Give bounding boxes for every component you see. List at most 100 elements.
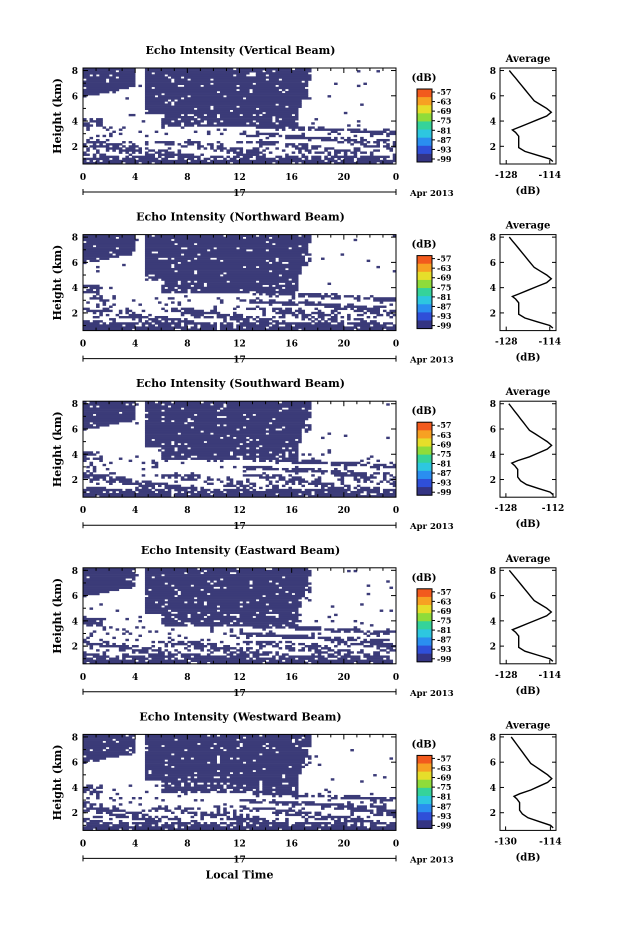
echo-cell (239, 84, 276, 88)
echo-cell (112, 824, 129, 827)
echo-cell (369, 465, 380, 469)
echo-cell (392, 234, 397, 237)
echo-cell (144, 597, 195, 600)
echo-cell (190, 819, 198, 823)
echo-cell (216, 297, 221, 300)
echo-cell (167, 74, 234, 77)
echo-cell (226, 272, 302, 275)
echo-cell (232, 311, 237, 315)
colorbar-segment (417, 621, 432, 630)
echo-cell (353, 141, 364, 144)
echo-cell (288, 782, 299, 785)
echo-cell (347, 803, 354, 806)
echo-cell (259, 459, 266, 463)
echo-cell (99, 313, 103, 317)
echo-cell (164, 486, 198, 490)
echo-cell (164, 132, 169, 136)
echo-cell (219, 459, 224, 463)
echo-cell (118, 132, 123, 136)
echo-cell (392, 141, 397, 144)
echo-cell (118, 457, 123, 460)
profile-x-tick-label: -114 (539, 837, 562, 847)
echo-cell (167, 603, 204, 606)
echo-cell (334, 149, 351, 152)
echo-cell (131, 657, 149, 660)
echo-cell (131, 817, 156, 821)
echo-cell (255, 126, 286, 129)
echo-cell (268, 134, 276, 138)
echo-cell (239, 88, 250, 92)
heatmap-cells (83, 68, 397, 165)
echo-cell (83, 757, 107, 760)
echo-cell (177, 149, 182, 152)
echo-cell (350, 143, 354, 146)
echo-cell (190, 790, 198, 794)
echo-cell (144, 819, 162, 823)
echo-cell (118, 309, 123, 313)
echo-cell (236, 436, 247, 440)
echo-cell (144, 101, 165, 104)
echo-cell (125, 151, 129, 154)
echo-cell (360, 486, 371, 490)
colorbar-segment (417, 637, 432, 646)
echo-cell (226, 476, 231, 479)
colorbar-segment (417, 271, 432, 281)
echo-cell (307, 426, 312, 429)
echo-cell (350, 809, 374, 812)
echo-cell (327, 159, 338, 163)
echo-cell (275, 120, 296, 123)
echo-cell (144, 578, 221, 581)
y-axis-label: Height (km) (51, 245, 64, 321)
echo-cell (255, 809, 260, 812)
echo-cell (317, 313, 332, 317)
echo-cell (184, 807, 195, 810)
echo-cell (373, 813, 384, 817)
profile-x-tick-label: -128 (495, 171, 518, 181)
echo-cell (392, 143, 397, 146)
echo-cell (144, 259, 188, 263)
echo-cell (392, 484, 397, 488)
echo-cell (180, 809, 188, 812)
echo-cell (265, 474, 270, 477)
echo-cell (112, 149, 116, 152)
echo-cell (138, 797, 142, 800)
echo-cell (226, 155, 231, 159)
profile-x-tick-label: -128 (495, 671, 518, 681)
echo-cell (389, 303, 394, 306)
echo-cell (275, 295, 279, 298)
echo-cell (311, 311, 325, 315)
echo-cell (151, 640, 156, 644)
echo-cell (304, 792, 309, 796)
echo-cell (105, 128, 110, 131)
echo-cell (190, 159, 208, 163)
colorbar-tick-label: -63 (437, 263, 452, 273)
echo-cell (298, 809, 302, 812)
colorbar-tick-label: -99 (437, 820, 452, 830)
echo-cell (96, 482, 100, 485)
echo-cell (236, 649, 244, 652)
echo-cell (190, 815, 195, 819)
echo-cell (190, 259, 221, 263)
profile-x-axis-label: (dB) (516, 519, 541, 530)
echo-cell (255, 413, 312, 417)
echo-cell (144, 143, 149, 146)
echo-cell (144, 86, 152, 90)
heatmap-title: Echo Intensity (Westward Beam) (139, 710, 341, 723)
echo-cell (83, 328, 133, 331)
colorbar-segment (417, 487, 432, 496)
heatmap-title: Echo Intensity (Eastward Beam) (141, 544, 340, 557)
echo-cell (171, 76, 182, 79)
colorbar-tick-label: -99 (437, 654, 452, 664)
echo-cell (216, 811, 221, 815)
echo-cell (259, 457, 279, 460)
echo-cell (232, 313, 244, 317)
echo-cell (262, 734, 312, 737)
echo-cell (148, 411, 312, 415)
echo-cell (125, 617, 129, 621)
echo-cell (291, 278, 299, 281)
echo-cell (144, 253, 182, 256)
echo-cell (327, 318, 338, 321)
profile-y-tick-label: 4 (490, 451, 496, 461)
echo-cell (223, 274, 279, 277)
echo-cell (164, 605, 217, 608)
